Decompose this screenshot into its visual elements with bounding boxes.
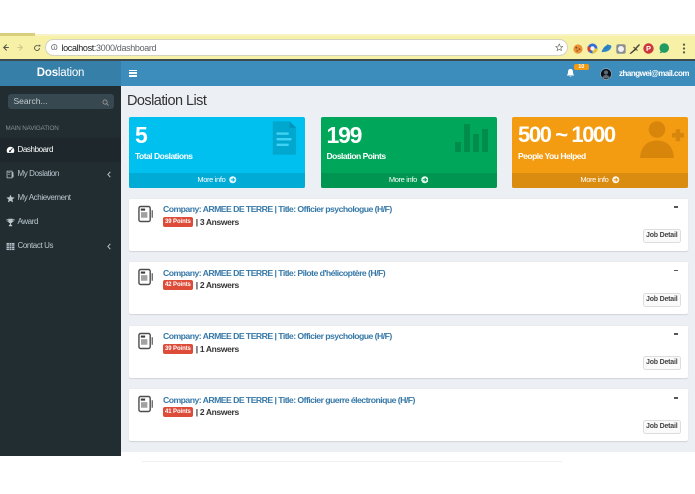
svg-text:P: P bbox=[646, 44, 651, 53]
